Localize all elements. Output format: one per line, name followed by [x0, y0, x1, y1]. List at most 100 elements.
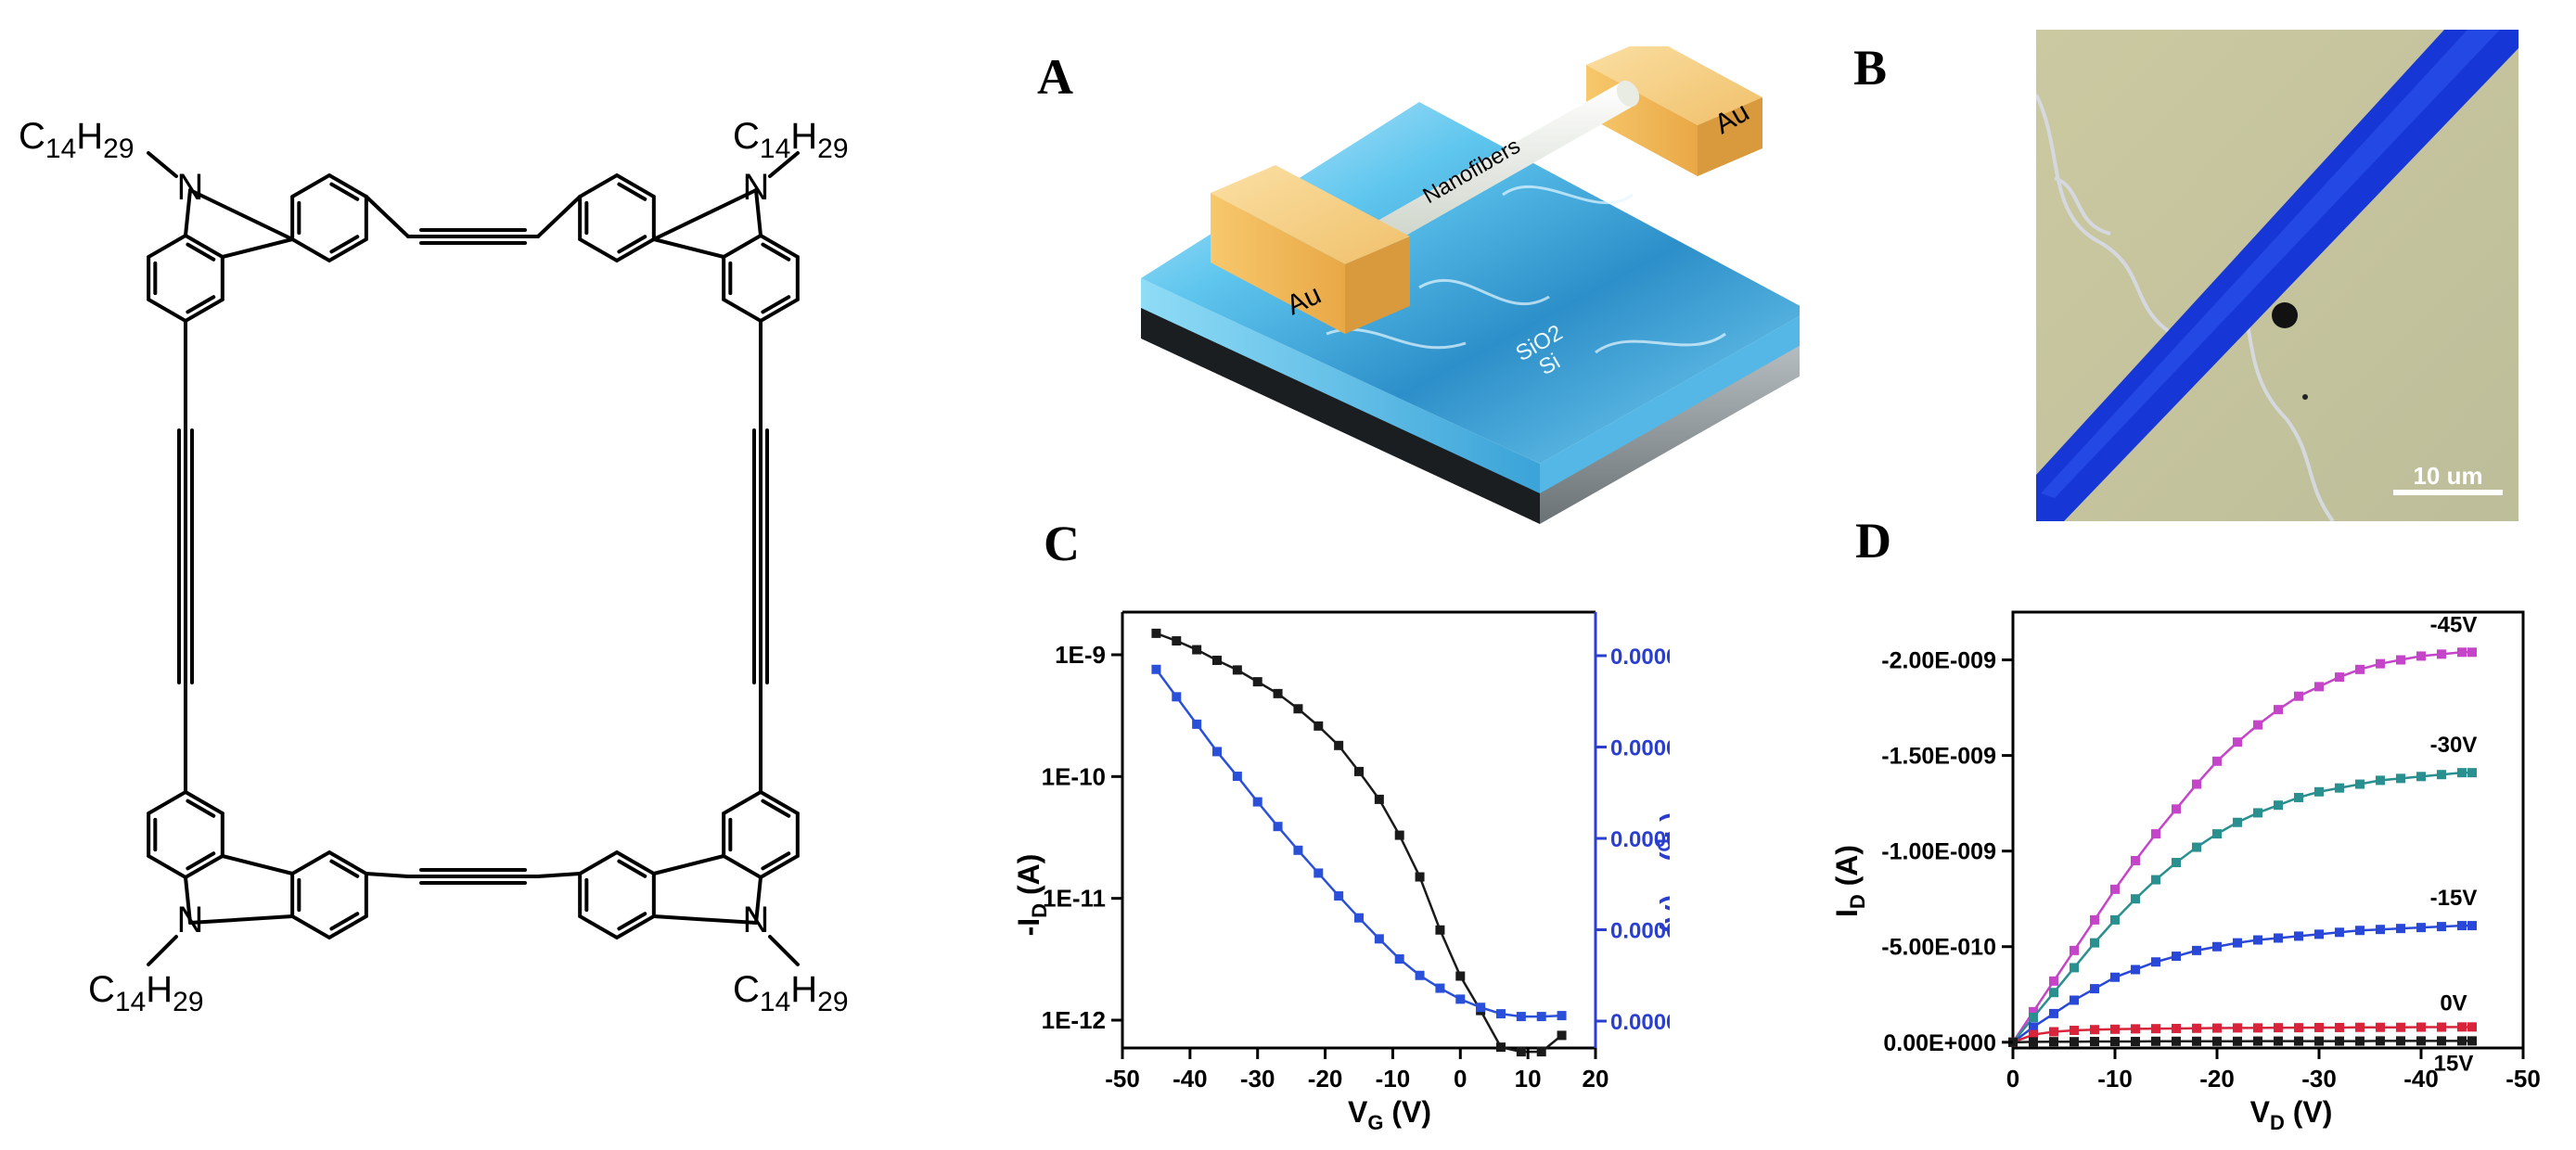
d-data-point — [2253, 808, 2262, 818]
d-data-point — [2467, 921, 2477, 931]
d-data-point — [2314, 1022, 2324, 1032]
c-data-point — [1415, 872, 1425, 882]
d-data-point — [2416, 1022, 2426, 1032]
d-data-point — [2294, 1036, 2303, 1046]
c-data-point — [1354, 766, 1364, 776]
chart-d-xlabel: VD (V) — [2250, 1095, 2333, 1131]
d-data-point — [2172, 858, 2181, 868]
d-data-point — [2233, 1023, 2242, 1033]
sio2-layer — [1141, 278, 1540, 493]
d-data-point — [2396, 1036, 2405, 1046]
optical-micrograph: 10 um — [2036, 30, 2518, 521]
d-data-point — [2029, 1013, 2038, 1023]
d-data-point — [2029, 1037, 2038, 1047]
d-ytick-label: -5.00E-010 — [1881, 935, 1996, 961]
d-data-point — [2437, 649, 2446, 659]
bond — [220, 854, 295, 875]
d-data-point — [2151, 875, 2160, 885]
d-data-point — [2172, 1036, 2181, 1046]
c-ytick-right-label: 0.00003 — [1610, 736, 1670, 761]
c-data-point — [1212, 656, 1222, 666]
bond — [651, 188, 758, 241]
c-data-point — [1334, 740, 1344, 750]
c-data-point — [1496, 1042, 1506, 1053]
c-data-point — [1293, 704, 1303, 714]
d-data-point — [2274, 1036, 2283, 1046]
d-data-point — [2110, 884, 2120, 894]
d-data-point — [2274, 1023, 2283, 1033]
panel-label-c: C — [1044, 516, 1080, 571]
transfer-curve-chart: -50 -40 -30 -20 -10 0 10 20 1E-12 1E-11 1E-10 1E-9 0… — [1012, 610, 1670, 1131]
d-data-point — [2294, 792, 2303, 802]
bond — [147, 935, 178, 966]
c-data-point — [1557, 1030, 1567, 1041]
panel-label-a: A — [1037, 49, 1073, 105]
benzene-tl-ring-right — [290, 172, 368, 263]
d-data-point — [2416, 1036, 2426, 1046]
d-data-point — [2467, 647, 2477, 658]
d-data-point — [2070, 1026, 2079, 1036]
d-data-point — [2151, 1036, 2160, 1046]
d-data-point — [2376, 775, 2385, 786]
d-data-point — [2049, 1037, 2058, 1047]
c-data-point — [1455, 971, 1466, 981]
d-data-point — [2355, 1022, 2365, 1032]
benzene-br-ring-left — [578, 850, 656, 940]
d-data-point — [2355, 664, 2365, 674]
d-data-point — [2335, 1036, 2344, 1046]
nanofiber-crystal — [2036, 30, 2518, 521]
chart-c-xlabel: VG (V) — [1348, 1095, 1431, 1131]
c-ytick-left-label: 1E-12 — [1042, 1006, 1106, 1034]
c-xtick-label: -20 — [1308, 1065, 1343, 1092]
c-data-point — [1192, 645, 1202, 655]
d-data-point — [2294, 1023, 2303, 1033]
d-data-point — [2274, 705, 2283, 715]
d-data-point — [2355, 1036, 2365, 1046]
c-data-point — [1516, 1047, 1526, 1057]
c-series-line-1 — [1155, 669, 1562, 1018]
d-data-point — [2396, 1022, 2405, 1032]
d-data-point — [2396, 655, 2405, 665]
d-data-point — [2233, 938, 2242, 948]
d-data-point — [2376, 1022, 2385, 1032]
device-schematic: Au Au Nanofibers SiO2 Si — [1141, 46, 1800, 524]
c-series-line-0 — [1155, 632, 1563, 1054]
bond — [188, 914, 295, 925]
c-data-point — [1394, 830, 1404, 840]
d-data-point — [2467, 1022, 2477, 1032]
d-data-point — [2029, 1006, 2038, 1016]
bond — [184, 188, 192, 237]
d-data-point — [2049, 1008, 2058, 1018]
d-data-point — [2376, 925, 2385, 935]
d-series-label: -30V — [2430, 733, 2478, 758]
d-data-point — [2110, 1024, 2120, 1034]
benzene-tl-ring-left — [147, 233, 224, 324]
d-data-point — [2192, 1023, 2201, 1033]
d-data-point — [2212, 756, 2222, 766]
d-data-point — [2467, 1036, 2477, 1046]
d-data-point — [2335, 672, 2344, 683]
c-data-point — [1536, 1047, 1546, 1057]
panel-label-b: B — [1853, 40, 1888, 96]
d-data-point — [2437, 922, 2446, 932]
c-data-point — [1394, 954, 1404, 965]
d-data-point — [2274, 933, 2283, 943]
d-data-point — [2172, 1023, 2181, 1033]
chart-d-ylabel: ID (A) — [1830, 845, 1869, 917]
bond — [754, 188, 763, 237]
d-data-point — [2192, 842, 2201, 852]
bond — [651, 854, 726, 875]
d-data-point — [2070, 1037, 2079, 1047]
d-data-point — [2376, 1036, 2385, 1046]
d-data-point — [2212, 829, 2222, 839]
d-data-point — [2131, 1024, 2140, 1034]
d-data-point — [2457, 768, 2467, 778]
c-xtick-label: 20 — [1583, 1065, 1609, 1092]
d-data-point — [2416, 923, 2426, 933]
d-ytick-label: -1.00E-009 — [1881, 839, 1996, 865]
d-data-point — [2314, 929, 2324, 939]
benzene-bl-ring-left — [147, 789, 224, 880]
nanofiber — [1345, 80, 1640, 260]
d-data-point — [2110, 972, 2120, 982]
